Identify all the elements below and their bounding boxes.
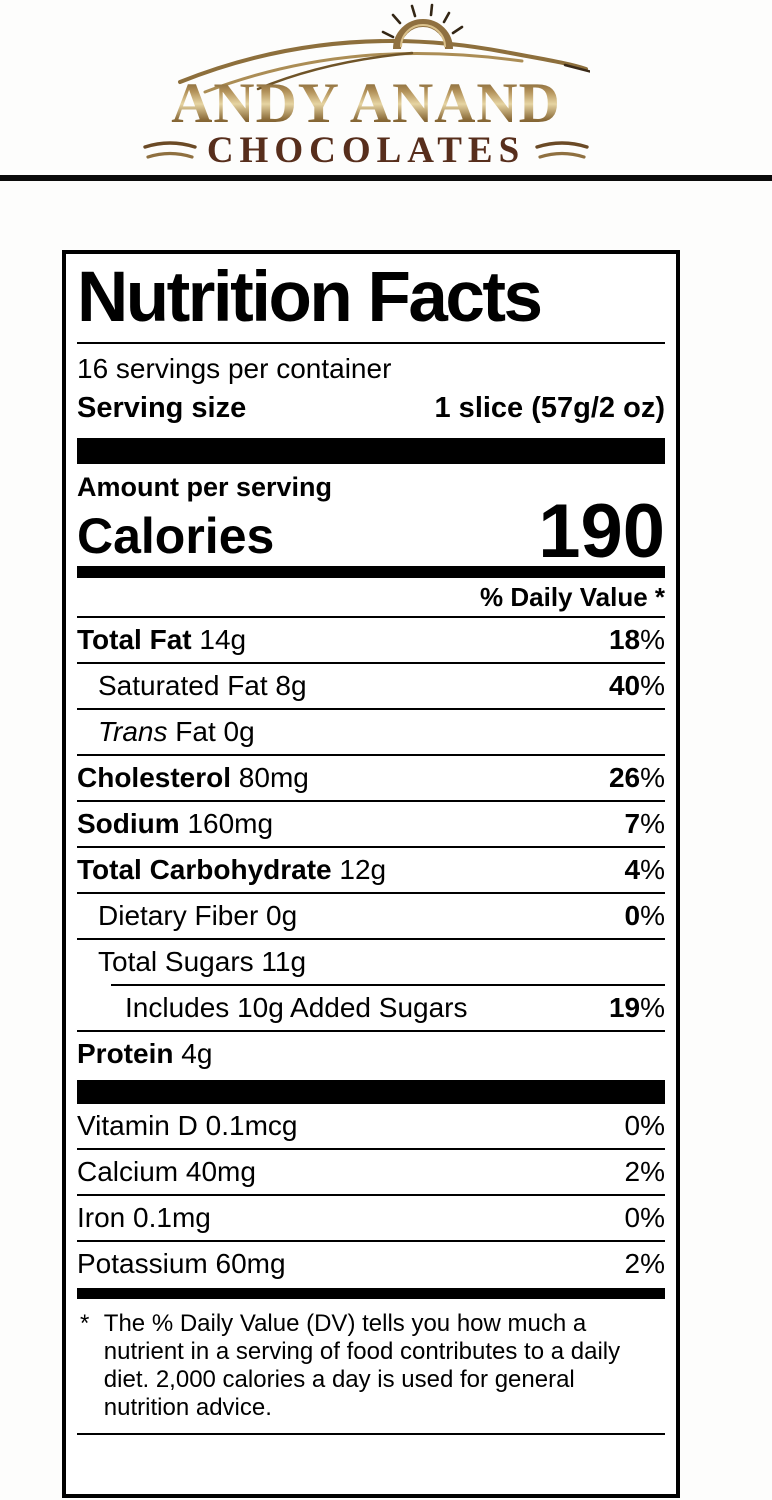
- thick-divider: [77, 1080, 665, 1104]
- nutrient-daily-value: 7%: [624, 808, 665, 839]
- micronutrient-daily-value: 2%: [624, 1248, 665, 1279]
- nutrient-name: Total Sugars 11g: [98, 946, 307, 977]
- serving-size-row: Serving size 1 slice (57g/2 oz): [77, 391, 665, 425]
- nutrient-name: Total Fat 14g: [77, 624, 247, 655]
- nutrient-daily-value: 26%: [608, 762, 665, 793]
- nutrient-row: Total Sugars 11g: [77, 940, 665, 984]
- brand-logo: ANDY ANAND CHOCOLATES: [0, 0, 772, 175]
- micronutrient-name: Potassium 60mg: [77, 1248, 286, 1279]
- medium-divider: [77, 1288, 665, 1299]
- nutrient-daily-value: 19%: [608, 992, 665, 1023]
- nutrient-row: Includes 10g Added Sugars 19%: [77, 986, 665, 1032]
- flourish-left-icon: [143, 141, 197, 159]
- nutrient-name: Includes 10g Added Sugars: [125, 992, 468, 1023]
- footnote-asterisk: *: [80, 1310, 90, 1337]
- divider: [77, 616, 665, 618]
- micronutrient-rows: Vitamin D 0.1mcg 0% Calcium 40mg 2% Iron 0.1…: [77, 1104, 665, 1286]
- nutrient-row: Sodium 160mg 7%: [77, 802, 665, 848]
- nutrient-row: Dietary Fiber 0g 0%: [77, 894, 665, 940]
- servings-per-container: 16 servings per container: [77, 353, 392, 384]
- daily-value-footnote: * The % Daily Value (DV) tells you how m…: [77, 1310, 665, 1422]
- medium-divider: [77, 566, 665, 578]
- nutrient-row: Total Carbohydrate 12g 4%: [77, 848, 665, 894]
- micronutrient-daily-value: 2%: [624, 1156, 665, 1187]
- micronutrient-row: Iron 0.1mg 0%: [77, 1196, 665, 1242]
- nutrient-daily-value: 4%: [624, 854, 665, 885]
- serving-size-label: Serving size: [77, 392, 247, 424]
- indented-divider: [111, 984, 665, 986]
- nutrient-name: Protein 4g: [77, 1038, 213, 1069]
- micronutrient-row: Vitamin D 0.1mcg 0%: [77, 1104, 665, 1150]
- divider: [77, 342, 665, 344]
- page-divider: [0, 175, 772, 181]
- nutrient-row: Cholesterol 80mg 26%: [77, 756, 665, 802]
- nutrient-name: Sodium 160mg: [77, 808, 274, 839]
- nutrient-name: Dietary Fiber 0g: [98, 900, 298, 931]
- nutrient-rows: Total Fat 14g 18% Saturated Fat 8g 40% Trans…: [77, 618, 665, 1076]
- micronutrient-name: Vitamin D 0.1mcg: [77, 1110, 298, 1141]
- micronutrient-name: Iron 0.1mg: [77, 1202, 211, 1233]
- amount-per-serving: Amount per serving: [77, 472, 333, 502]
- panel-title: Nutrition Facts: [77, 258, 543, 337]
- brand-name: ANDY ANAND: [66, 75, 666, 132]
- footnote-text: The % Daily Value (DV) tells you how muc…: [103, 1310, 621, 1421]
- calories-value: 190: [538, 489, 665, 574]
- thick-divider: [77, 438, 665, 464]
- nutrition-facts-panel: Nutrition Facts 16 servings per containe…: [62, 250, 680, 1498]
- daily-value-header: % Daily Value *: [480, 582, 665, 612]
- nutrient-name: Cholesterol 80mg: [77, 762, 309, 793]
- micronutrient-row: Potassium 60mg 2%: [77, 1242, 665, 1286]
- brand-tagline: CHOCOLATES: [206, 130, 526, 171]
- nutrient-name: Saturated Fat 8g: [98, 670, 307, 701]
- calories-label: Calories: [77, 508, 275, 564]
- nutrient-daily-value: 18%: [608, 624, 665, 655]
- nutrient-daily-value: 0%: [624, 900, 665, 931]
- micronutrient-daily-value: 0%: [624, 1110, 665, 1141]
- nutrient-row: Total Fat 14g 18%: [77, 618, 665, 664]
- nutrient-row: Saturated Fat 8g 40%: [77, 664, 665, 710]
- calories-row: Calories 190: [77, 489, 665, 574]
- serving-size-value: 1 slice (57g/2 oz): [434, 392, 666, 424]
- brand-tagline-row: CHOCOLATES: [66, 130, 666, 172]
- nutrient-name: Trans Fat 0g: [98, 716, 255, 747]
- nutrient-row: Trans Fat 0g: [77, 710, 665, 756]
- micronutrient-daily-value: 0%: [624, 1202, 665, 1233]
- nutrient-daily-value: 40%: [608, 670, 665, 701]
- nutrient-row: Protein 4g: [77, 1032, 665, 1076]
- divider: [77, 1433, 665, 1435]
- micronutrient-row: Calcium 40mg 2%: [77, 1150, 665, 1196]
- sunrise-swoosh-icon: [178, 3, 590, 94]
- micronutrient-name: Calcium 40mg: [77, 1156, 256, 1187]
- flourish-right-icon: [535, 141, 589, 159]
- nutrient-name: Total Carbohydrate 12g: [77, 854, 387, 885]
